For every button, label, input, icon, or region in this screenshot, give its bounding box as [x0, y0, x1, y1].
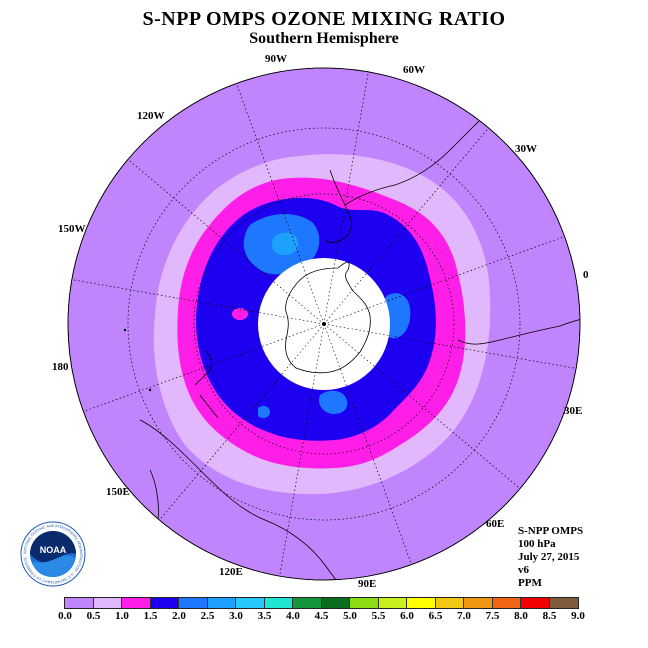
australia-coast — [139, 419, 341, 580]
contour-spot-1.0 — [232, 308, 248, 320]
south-america-coast — [325, 99, 501, 243]
antarctica-coast — [285, 261, 371, 374]
colorbar-tick-label: 5.5 — [371, 610, 386, 622]
colorbar-tick-label: 0.0 — [58, 610, 72, 622]
map-title: S-NPP OMPS OZONE MIXING RATIO — [142, 8, 506, 30]
lon-label-90w: 90W — [265, 53, 287, 65]
lon-label-180: 180 — [52, 361, 69, 373]
cap-meridian-line — [258, 312, 325, 325]
colorbar-segment — [236, 598, 265, 608]
colorbar-tick-label: 2.5 — [200, 610, 215, 622]
cap-meridian-line — [261, 323, 325, 347]
meridian-line — [127, 159, 325, 325]
colorbar-tick-label: 0.5 — [86, 610, 101, 622]
colorbar-segment — [65, 598, 94, 608]
colorbar-tick-label: 8.0 — [514, 610, 528, 622]
info-date: July 27, 2015 — [518, 551, 580, 563]
contour-blob-2.0-small — [258, 405, 270, 419]
lon-label-30w: 30W — [515, 143, 537, 155]
colorbar-tick-label: 3.0 — [229, 610, 243, 622]
contour-blob-2.0-south — [318, 390, 348, 414]
colorbar-tick-label: 8.5 — [542, 610, 557, 622]
colorbar-segment — [122, 598, 151, 608]
noaa-logo: NOAA NATIONAL OCEANIC AND ATMOSPHERIC AD… — [20, 521, 86, 587]
colorbar-segment — [179, 598, 208, 608]
cap-meridian-line — [273, 281, 325, 325]
colorbar-tick-label: 6.0 — [400, 610, 414, 622]
cap-meridian-line — [323, 258, 336, 325]
lon-label-90e: 90E — [358, 578, 377, 590]
colorbar-tick-label: 6.5 — [428, 610, 443, 622]
cap-meridian-line — [323, 301, 387, 325]
colorbar-tick-label: 4.0 — [286, 610, 300, 622]
colorbar-segment — [350, 598, 379, 608]
cap-meridian-line — [323, 273, 367, 325]
lon-label-120w: 120W — [137, 110, 165, 122]
colorbar-tick-label: 3.5 — [257, 610, 272, 622]
colorbar-segment — [378, 598, 407, 608]
cap-meridian-line — [312, 323, 325, 390]
meridian-line — [323, 323, 412, 565]
colorbar-tick-label: 7.0 — [457, 610, 471, 622]
meridian-line — [323, 127, 489, 325]
africa-coast — [457, 317, 580, 345]
map-subtitle: Southern Hemisphere — [249, 30, 399, 47]
colorbar-segment — [435, 598, 464, 608]
contour-core-2.5 — [271, 232, 299, 256]
info-level: 100 hPa — [518, 538, 556, 550]
nz-coast — [194, 349, 219, 419]
colorbar-segment — [207, 598, 236, 608]
cap-meridian-line — [323, 323, 375, 367]
colorbar-segment — [521, 598, 550, 608]
colorbar — [64, 597, 579, 609]
colorbar-tick-label: 7.5 — [485, 610, 500, 622]
meridian-line — [159, 323, 325, 521]
meridian-line — [236, 83, 325, 325]
lon-label-150e: 150E — [106, 486, 130, 498]
meridian-line — [323, 323, 521, 489]
lon-label-0: 0 — [583, 269, 589, 281]
colorbar-segment — [407, 598, 436, 608]
lon-label-60w: 60W — [403, 64, 425, 76]
colorbar-tick-label: 1.5 — [143, 610, 158, 622]
colorbar-segment — [321, 598, 350, 608]
lon-label-120e: 120E — [219, 566, 243, 578]
meridian-lines — [71, 71, 577, 577]
cap-meridian-line — [323, 323, 390, 336]
colorbar-tick-label: 4.5 — [314, 610, 329, 622]
info-instrument: S-NPP OMPS — [518, 525, 584, 537]
colorbar-segment — [150, 598, 179, 608]
cap-meridians — [258, 258, 390, 390]
colorbar-tick-label: 1.0 — [115, 610, 129, 622]
meridian-line — [83, 323, 325, 412]
noaa-logo-text: NOAA — [40, 545, 67, 555]
info-version: v6 — [518, 564, 529, 576]
cap-meridian-line — [281, 323, 325, 375]
colorbar-tick-label: 9.0 — [571, 610, 585, 622]
lon-label-150w: 150W — [58, 223, 86, 235]
cap-meridian-line — [301, 261, 325, 325]
info-block: S-NPP OMPS 100 hPa July 27, 2015 v6 PPM — [518, 525, 583, 590]
colorbar-segment — [492, 598, 521, 608]
meridian-line — [279, 323, 325, 577]
cap-meridian-line — [323, 323, 347, 387]
meridian-line — [323, 71, 369, 325]
colorbar-segment — [464, 598, 493, 608]
colorbar-segment — [293, 598, 322, 608]
meridian-line — [323, 323, 577, 369]
lon-label-60e: 60E — [486, 518, 505, 530]
colorbar-segment — [264, 598, 293, 608]
colorbar-segment — [549, 598, 578, 608]
colorbar-tick-label: 2.0 — [172, 610, 186, 622]
info-units: PPM — [518, 577, 542, 589]
meridian-line — [323, 236, 565, 325]
meridian-line — [71, 279, 325, 325]
colorbar-tick-label: 5.0 — [343, 610, 357, 622]
lon-label-30e: 30E — [564, 405, 583, 417]
colorbar-segment — [93, 598, 122, 608]
